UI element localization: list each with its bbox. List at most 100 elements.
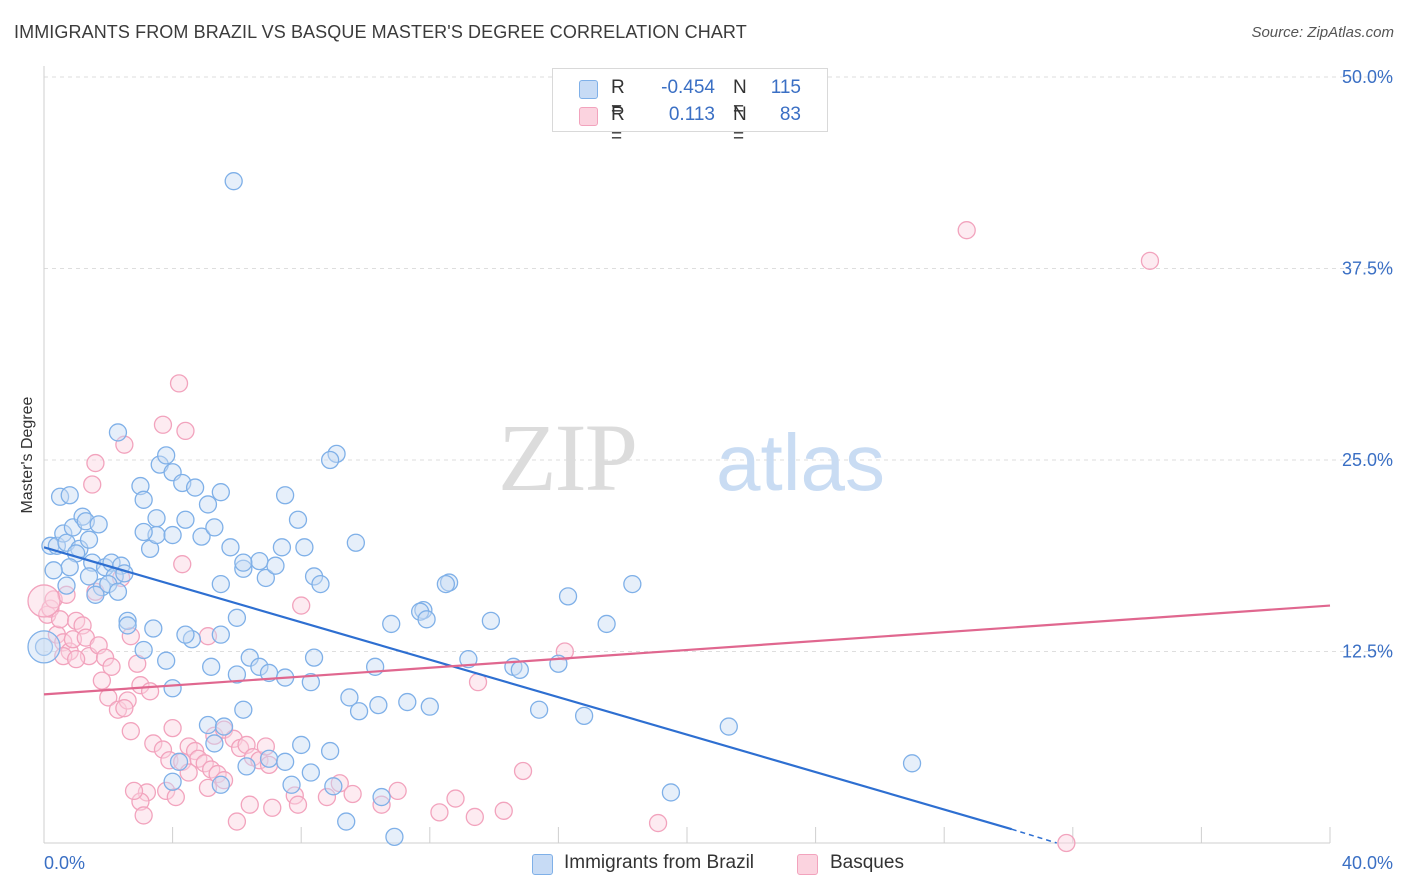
point-brazil-82: [134, 640, 153, 660]
point-basques-30: [86, 453, 105, 473]
point-brazil-55: [288, 510, 308, 529]
legend-r-value: -0.454: [661, 77, 715, 98]
point-basques-73: [343, 784, 362, 804]
point-brazil-5: [60, 486, 79, 505]
point-brazil-20: [79, 567, 99, 586]
point-brazil-28: [108, 423, 128, 442]
point-brazil-101: [320, 741, 340, 761]
point-brazil-80: [118, 611, 137, 631]
point-brazil-30: [134, 490, 153, 509]
point-brazil-106: [198, 715, 218, 735]
point-brazil-67: [417, 610, 436, 629]
point-brazil-107: [214, 717, 234, 736]
bottom-legend-label-basques: Basques: [830, 852, 904, 873]
trend-line-basques: [43, 604, 1331, 696]
point-basques-34: [169, 374, 189, 393]
point-basques-35: [176, 421, 195, 441]
point-brazil-110: [275, 752, 295, 771]
legend-swatch-brazil: [579, 80, 598, 99]
point-brazil-53: [272, 538, 292, 557]
point-brazil-39: [163, 525, 182, 545]
point-brazil-89: [211, 625, 230, 644]
point-basques-63: [124, 781, 144, 801]
point-brazil-109: [259, 749, 279, 768]
point-basques-large: [27, 584, 61, 618]
point-brazil-22: [99, 574, 118, 594]
point-brazil-24: [86, 585, 105, 604]
chart-title: IMMIGRANTS FROM BRAZIL VS BASQUE MASTER'…: [14, 22, 747, 42]
point-basques-28: [131, 676, 150, 695]
point-basques-85: [1140, 251, 1160, 270]
point-basques-37: [144, 734, 163, 753]
point-brazil-113: [169, 752, 189, 771]
point-brazil-103: [349, 702, 369, 721]
point-brazil-42: [192, 527, 211, 546]
point-brazil-59: [320, 450, 340, 470]
point-brazil-47: [234, 559, 253, 578]
legend-r-value: 0.113: [668, 104, 715, 125]
point-basques-77: [446, 789, 465, 808]
point-brazil-32: [147, 509, 166, 528]
point-basques-67: [240, 795, 259, 814]
point-brazil-84: [157, 651, 176, 670]
point-brazil-13: [89, 515, 108, 534]
point-brazil-93: [240, 648, 259, 667]
point-brazil-45: [211, 483, 230, 502]
point-basques-78: [465, 807, 484, 827]
point-basques-29: [140, 682, 160, 701]
point-brazil-38: [176, 510, 195, 529]
point-brazil-44: [205, 518, 224, 537]
point-basques-4: [50, 610, 70, 629]
point-basques-82: [648, 813, 668, 833]
point-basques-76: [430, 803, 449, 822]
point-brazil-49: [256, 568, 275, 588]
point-basques-31: [83, 475, 102, 494]
x-tick-label-1: 40.0%: [1342, 853, 1393, 873]
point-brazil-76: [558, 587, 578, 606]
point-brazil-50: [211, 574, 230, 594]
point-basques-87: [292, 596, 311, 615]
point-basques-22: [92, 671, 112, 690]
point-brazil-69: [459, 650, 478, 669]
series-basques: [27, 221, 1160, 853]
legend-n-label: N =: [733, 77, 747, 120]
point-brazil-90: [227, 608, 247, 627]
point-brazil-40: [134, 522, 153, 542]
point-brazil-78: [597, 614, 616, 634]
point-basques-70: [288, 795, 308, 814]
point-brazil-105: [398, 692, 417, 712]
tick-labels: 12.5% 25.0% 37.5% 50.0% 0.0% 40.0%: [44, 67, 1393, 873]
bottom-legend-label-brazil: Immigrants from Brazil: [564, 852, 755, 873]
point-brazil-46: [221, 538, 240, 557]
point-brazil-112: [163, 772, 182, 791]
y-tick-label-2: 37.5%: [1342, 259, 1393, 279]
point-basques-14: [67, 650, 86, 669]
point-basques-75: [388, 781, 407, 801]
point-basques-84: [957, 221, 976, 240]
point-basques-38: [153, 740, 173, 759]
point-brazil-121: [719, 717, 738, 736]
point-brazil-73: [510, 660, 529, 680]
point-brazil-48: [250, 551, 269, 571]
point-brazil-34: [157, 446, 176, 465]
point-brazil-123: [224, 172, 243, 191]
point-basques-48: [205, 726, 224, 745]
point-brazil-92: [227, 665, 247, 684]
watermark-atlas: atlas: [716, 418, 885, 507]
point-brazil-79: [623, 574, 642, 594]
point-brazil-43: [198, 495, 218, 514]
point-basques-60: [166, 787, 185, 807]
legend-n-label: N =: [733, 104, 747, 147]
point-brazil-74: [529, 700, 549, 719]
point-brazil-115: [282, 775, 301, 794]
legend-swatch-basques: [579, 107, 598, 126]
series-immigrants-from-brazil: [27, 172, 922, 847]
point-brazil-114: [211, 775, 230, 794]
point-brazil-100: [301, 763, 320, 782]
watermark-zip: ZIP: [498, 404, 636, 511]
bottom-legend-swatch-basques: [797, 854, 818, 875]
point-basques-68: [263, 798, 282, 817]
point-brazil-118: [372, 787, 391, 807]
point-brazil-54: [275, 486, 295, 505]
y-tick-label-0: 12.5%: [1342, 642, 1393, 662]
